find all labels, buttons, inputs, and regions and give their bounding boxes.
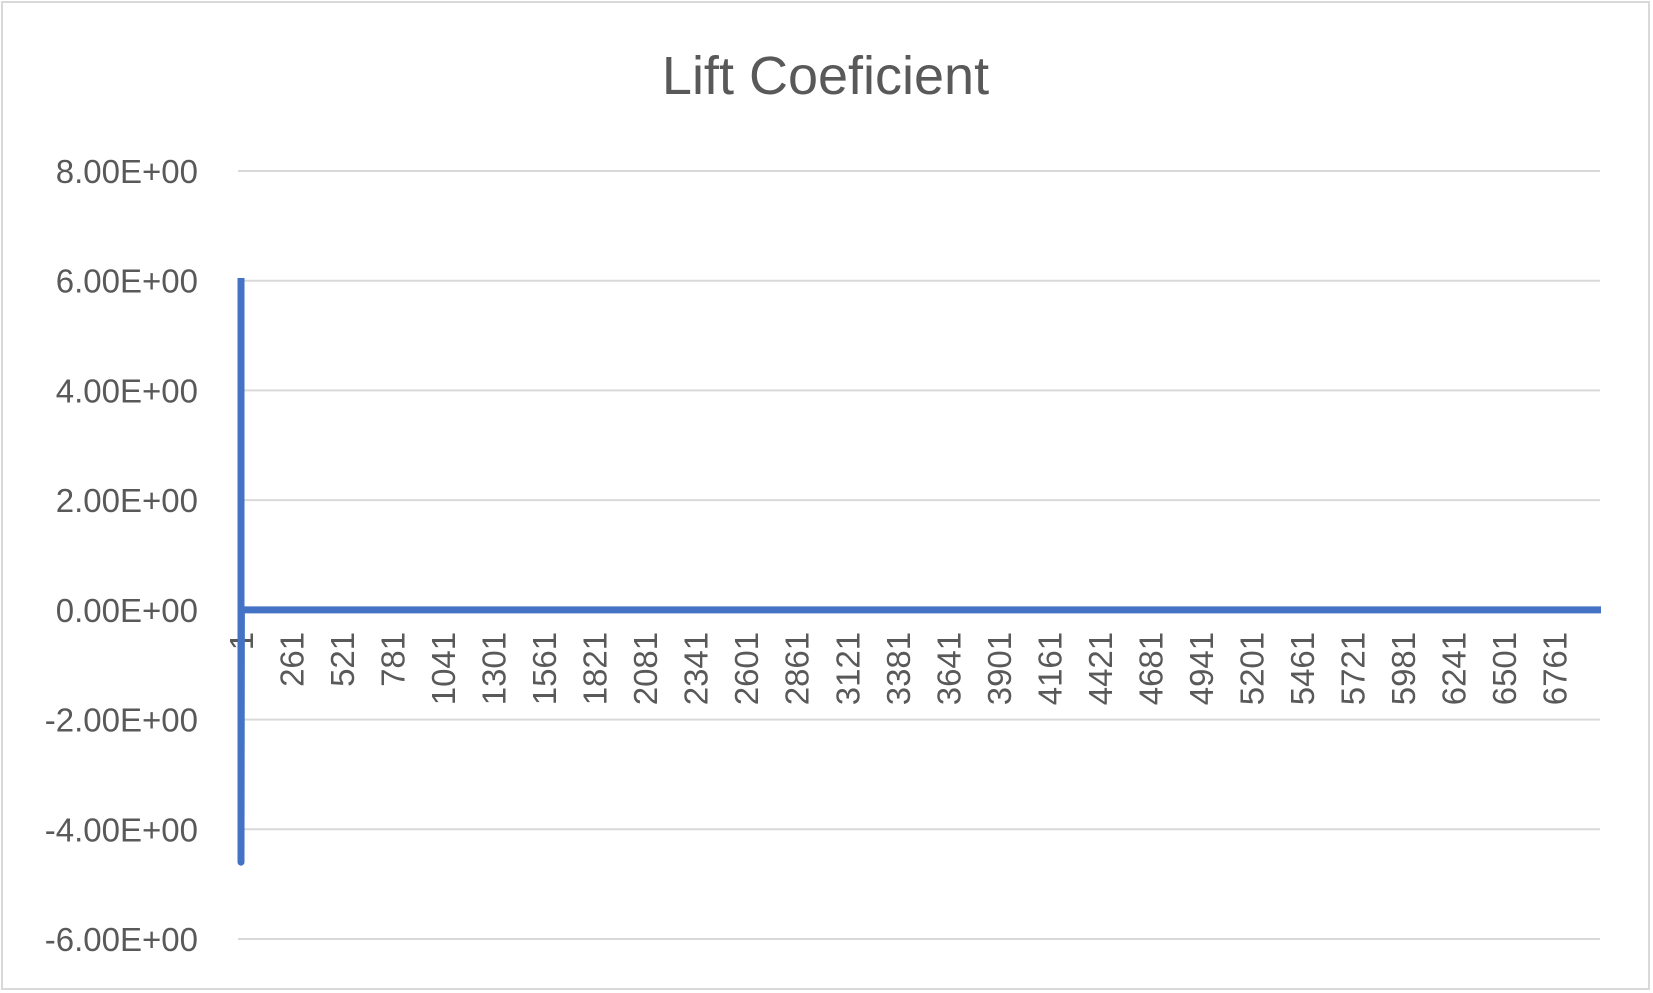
y-tick-label: 4.00E+00 [56,372,198,409]
x-tick-label: 261 [274,632,311,687]
x-tick-label: 2601 [728,632,765,705]
y-tick-label: -6.00E+00 [45,921,198,958]
x-tick-label: 4941 [1183,632,1220,705]
series-line [237,278,1601,866]
x-tick-label: 6241 [1436,632,1473,705]
x-tick-label: 2861 [779,632,816,705]
chart-title: Lift Coeficient [661,46,990,106]
x-tick-label: 521 [324,632,361,687]
x-tick-label: 781 [375,632,412,687]
x-tick-label: 1301 [476,632,513,705]
y-tick-label: 6.00E+00 [56,263,198,300]
y-tick-label: 2.00E+00 [56,482,198,519]
x-tick-label: 5461 [1284,632,1321,705]
y-tick-label: 0.00E+00 [56,592,198,629]
x-tick-label: 3901 [981,632,1018,705]
x-tick-label: 3121 [829,632,866,705]
x-tick-label: 5201 [1233,632,1270,705]
y-tick-label: -4.00E+00 [45,811,198,848]
x-tick-label: 2341 [678,632,715,705]
x-tick-label: 3381 [880,632,917,705]
x-tick-label: 4681 [1132,632,1169,705]
x-tick-label: 4421 [1082,632,1119,705]
x-tick-label: 3641 [930,632,967,705]
y-tick-label: -2.00E+00 [45,702,198,739]
x-tick-label: 1821 [577,632,614,705]
y-axis-tick-labels: 8.00E+00 6.00E+00 4.00E+00 2.00E+00 0.00E+00… [45,153,198,958]
x-tick-label: 6761 [1537,632,1574,705]
y-tick-label: 8.00E+00 [56,153,198,190]
x-tick-label: 1041 [425,632,462,705]
series-group [237,278,1601,866]
x-tick-label: 1561 [526,632,563,705]
gridlines [238,170,1600,940]
x-tick-label: 4161 [1031,632,1068,705]
x-tick-label: 5721 [1334,632,1371,705]
x-tick-label: 6501 [1486,632,1523,705]
x-axis-tick-labels: 1 261 521 781 1041 1301 1561 1821 2081 2341 2601 28… [223,632,1574,705]
x-tick-label: 2081 [627,632,664,705]
x-tick-label: 5981 [1385,632,1422,705]
